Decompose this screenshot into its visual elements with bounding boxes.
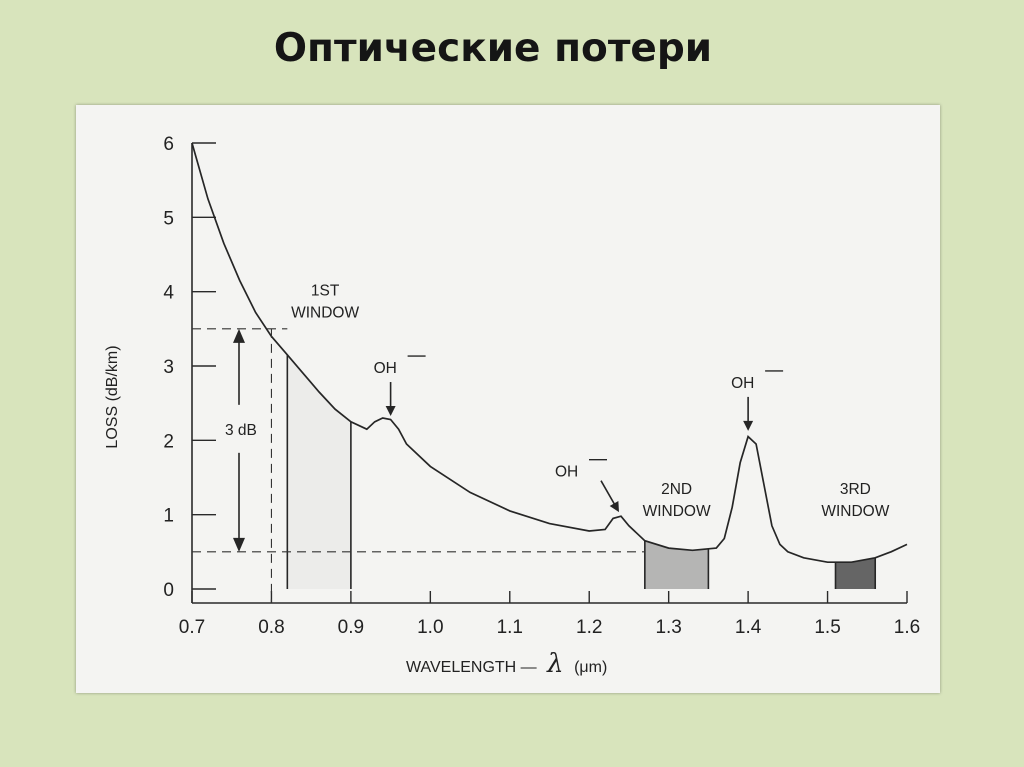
window-1-label-line1: 1ST <box>311 282 340 299</box>
x-axis-title: WAVELENGTH — λ (μm) <box>406 649 607 679</box>
y-tick-label: 1 <box>163 506 174 527</box>
bandwidth-label: 3 dB <box>225 422 257 439</box>
x-tick-label: 1.6 <box>894 617 920 638</box>
x-tick-label: 1.0 <box>417 617 443 638</box>
axes: 0 1 2 3 4 5 6 0.7 0.8 0.9 1.0 1.1 1.2 1.3 1.4 1.5 1.6 <box>163 134 920 638</box>
window-2-label-line1: 2ND <box>661 481 692 498</box>
loss-curve-layer <box>191 142 908 564</box>
window-2-shade <box>644 540 709 589</box>
oh-peak-1-label: OH <box>374 360 397 377</box>
oh-peak-3-label: OH <box>731 375 754 392</box>
y-axis-title: LOSS (dB/km) <box>104 345 121 448</box>
y-tick-label: 5 <box>163 208 174 229</box>
annotations-layer: 1ST WINDOW 2ND WINDOW 3RD WINDOW OH OH OH 3 dB <box>192 282 890 603</box>
slide-title: Оптические потери <box>273 26 713 71</box>
loss-curve <box>191 142 908 564</box>
oh-peak-2-arrowhead <box>609 500 619 513</box>
window-3-shade <box>835 557 876 589</box>
loss-vs-wavelength-chart: 0 1 2 3 4 5 6 0.7 0.8 0.9 1.0 1.1 1.2 1.3 1.4 1.5 1.6 1S… <box>104 134 920 679</box>
x-tick-label: 1.1 <box>497 617 523 638</box>
window-3-label-line2: WINDOW <box>821 503 889 520</box>
oh-peak-2-label: OH <box>555 464 578 481</box>
x-axis-title-symbol: λ <box>546 649 563 679</box>
y-tick-label: 0 <box>163 580 174 601</box>
y-tick-label: 4 <box>163 283 174 304</box>
x-tick-label: 1.4 <box>735 617 762 638</box>
y-tick-label: 2 <box>163 431 174 452</box>
x-tick-label: 1.5 <box>814 617 840 638</box>
x-tick-label: 0.7 <box>179 617 205 638</box>
oh-peak-1-arrowhead <box>385 406 396 417</box>
window-2-label-line2: WINDOW <box>643 503 711 520</box>
oh-peak-3-arrowhead <box>743 420 754 431</box>
window-1-shade <box>287 354 351 589</box>
bandwidth-arrowhead-down <box>233 537 245 552</box>
y-tick-label: 3 <box>163 357 174 378</box>
x-axis-title-text: WAVELENGTH — <box>406 659 537 676</box>
x-tick-label: 1.2 <box>576 617 602 638</box>
x-axis-title-unit: (μm) <box>574 659 607 676</box>
x-tick-label: 0.8 <box>258 617 284 638</box>
window-1-label-line2: WINDOW <box>291 304 359 321</box>
x-tick-label: 1.3 <box>655 617 681 638</box>
bandwidth-arrowhead-up <box>233 328 245 343</box>
window-3-label-line1: 3RD <box>840 481 871 498</box>
chart-figure: 0 1 2 3 4 5 6 0.7 0.8 0.9 1.0 1.1 1.2 1.3 1.4 1.5 1.6 1S… <box>76 105 940 693</box>
y-tick-label: 6 <box>163 134 174 155</box>
window-shading <box>286 354 877 589</box>
x-tick-label: 0.9 <box>338 617 364 638</box>
